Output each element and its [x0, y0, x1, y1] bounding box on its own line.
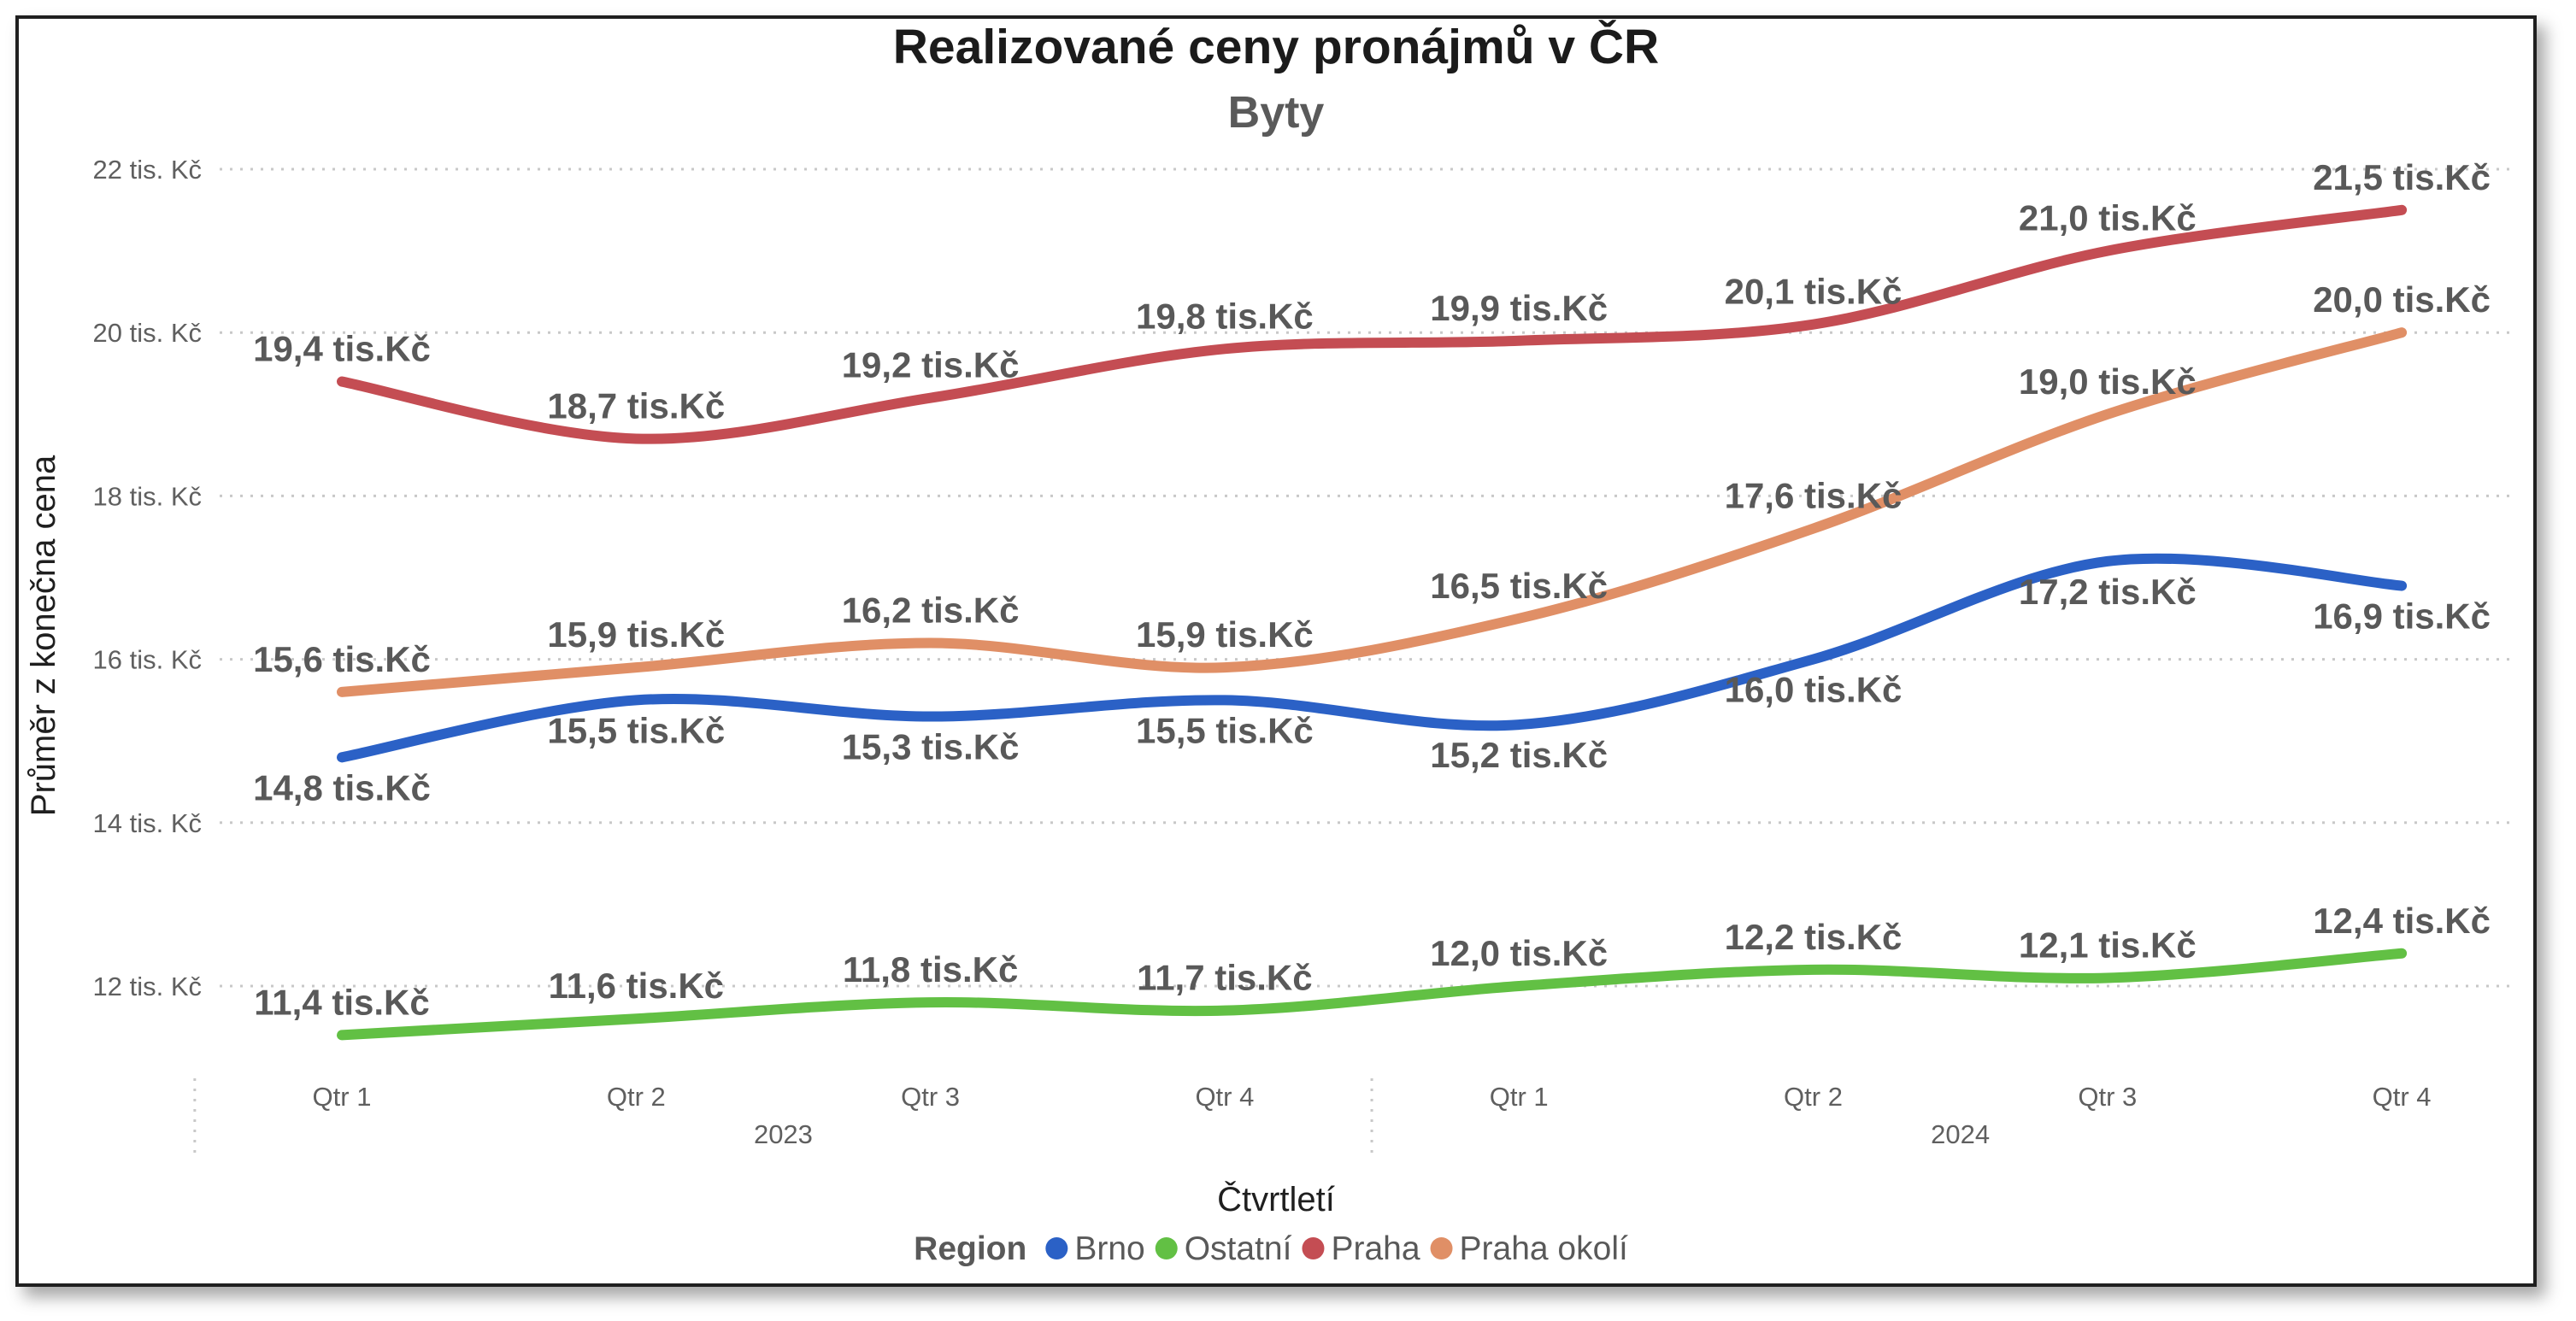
x-tick-label: Qtr 2 [1784, 1082, 1843, 1112]
data-label: 20,0 tis.Kč [2313, 279, 2491, 320]
x-axis: Qtr 1 Qtr 2 Qtr 3 Qtr 4 Qtr 1 Qtr 2 Qtr 3 Qtr 4… [193, 1078, 2432, 1155]
x-tick-label: Qtr 4 [2373, 1082, 2432, 1112]
legend-item[interactable]: Brno [1074, 1230, 1144, 1267]
x-tick-label: Qtr 1 [1490, 1082, 1549, 1112]
chart-title: Realizované ceny pronájmů v ČR [893, 19, 1659, 74]
data-label: 19,9 tis.Kč [1430, 288, 1608, 328]
y-tick-label: 22 tis. Kč [93, 155, 203, 185]
data-label: 11,8 tis.Kč [843, 949, 1018, 989]
data-label: 16,0 tis.Kč [1725, 670, 1903, 710]
data-label: 16,5 tis.Kč [1430, 566, 1608, 606]
chart-frame: Realizované ceny pronájmů v ČR Byty 22 t… [15, 15, 2537, 1287]
data-label: 18,7 tis.Kč [547, 385, 725, 426]
data-label: 20,1 tis.Kč [1725, 272, 1903, 312]
data-label: 15,5 tis.Kč [1136, 710, 1314, 750]
y-tick-label: 14 tis. Kč [93, 808, 203, 838]
y-tick-label: 20 tis. Kč [93, 318, 203, 348]
legend-marker [1045, 1237, 1068, 1259]
data-label: 15,6 tis.Kč [253, 639, 431, 679]
x-tick-label: Qtr 1 [313, 1082, 372, 1112]
legend-item[interactable]: Praha [1331, 1230, 1420, 1267]
y-tick-label: 12 tis. Kč [93, 972, 203, 1001]
data-label: 16,2 tis.Kč [842, 590, 1020, 630]
data-label: 15,9 tis.Kč [1136, 614, 1314, 655]
legend-title: Region [914, 1230, 1026, 1267]
data-label: 15,2 tis.Kč [1430, 735, 1608, 775]
x-tick-label: Qtr 3 [2078, 1082, 2137, 1112]
x-tick-label: Qtr 2 [607, 1082, 666, 1112]
legend-marker [1155, 1237, 1178, 1259]
chart-subtitle: Byty [1228, 88, 1325, 138]
x-axis-title: Čtvrtletí [1217, 1180, 1335, 1218]
legend-item[interactable]: Praha okolí [1460, 1230, 1628, 1267]
series-line-ostatní [337, 948, 2408, 1041]
data-label: 19,4 tis.Kč [253, 329, 431, 369]
y-tick-label: 16 tis. Kč [93, 645, 203, 675]
data-label: 12,1 tis.Kč [2019, 925, 2197, 965]
data-label: 15,5 tis.Kč [547, 710, 725, 750]
series-line-brno [337, 553, 2408, 763]
x-group-label: 2023 [754, 1119, 813, 1149]
series-lines [337, 204, 2408, 1041]
series-line-praha-okolí [337, 327, 2408, 697]
data-label: 12,0 tis.Kč [1430, 933, 1608, 973]
data-label: 19,0 tis.Kč [2019, 361, 2197, 402]
data-labels: 14,8 tis.Kč 15,5 tis.Kč 15,3 tis.Kč 15,5 ti… [253, 157, 2491, 1023]
data-label: 11,7 tis.Kč [1137, 958, 1312, 998]
y-axis-ticks: 22 tis. Kč 20 tis. Kč 18 tis. Kč 16 tis. Kč… [93, 155, 203, 1001]
data-label: 16,9 tis.Kč [2313, 596, 2491, 637]
series-line-praha [337, 204, 2408, 444]
x-tick-label: Qtr 3 [901, 1082, 960, 1112]
y-axis-title: Průměr z konečna cena [25, 455, 62, 816]
data-label: 12,2 tis.Kč [1725, 917, 1903, 957]
data-label: 15,3 tis.Kč [842, 727, 1020, 767]
data-label: 21,0 tis.Kč [2019, 198, 2197, 238]
legend-marker [1302, 1237, 1325, 1259]
x-tick-label: Qtr 4 [1195, 1082, 1254, 1112]
data-label: 14,8 tis.Kč [253, 767, 431, 807]
data-label: 17,6 tis.Kč [1725, 476, 1903, 516]
data-label: 19,8 tis.Kč [1136, 296, 1314, 336]
data-label: 17,2 tis.Kč [2019, 572, 2197, 612]
legend-marker [1430, 1237, 1453, 1259]
line-chart: Realizované ceny pronájmů v ČR Byty 22 t… [25, 19, 2510, 1267]
x-group-label: 2024 [1931, 1119, 1990, 1149]
data-label: 15,9 tis.Kč [547, 614, 725, 655]
legend: Region Brno Ostatní Praha Praha okolí [914, 1230, 1628, 1267]
data-label: 11,6 tis.Kč [549, 966, 724, 1006]
legend-item[interactable]: Ostatní [1185, 1230, 1292, 1267]
gridlines [220, 167, 2510, 988]
data-label: 12,4 tis.Kč [2313, 901, 2491, 941]
data-label: 21,5 tis.Kč [2313, 157, 2491, 197]
data-label: 11,4 tis.Kč [254, 982, 429, 1022]
data-label: 19,2 tis.Kč [842, 345, 1020, 385]
y-tick-label: 18 tis. Kč [93, 481, 203, 511]
